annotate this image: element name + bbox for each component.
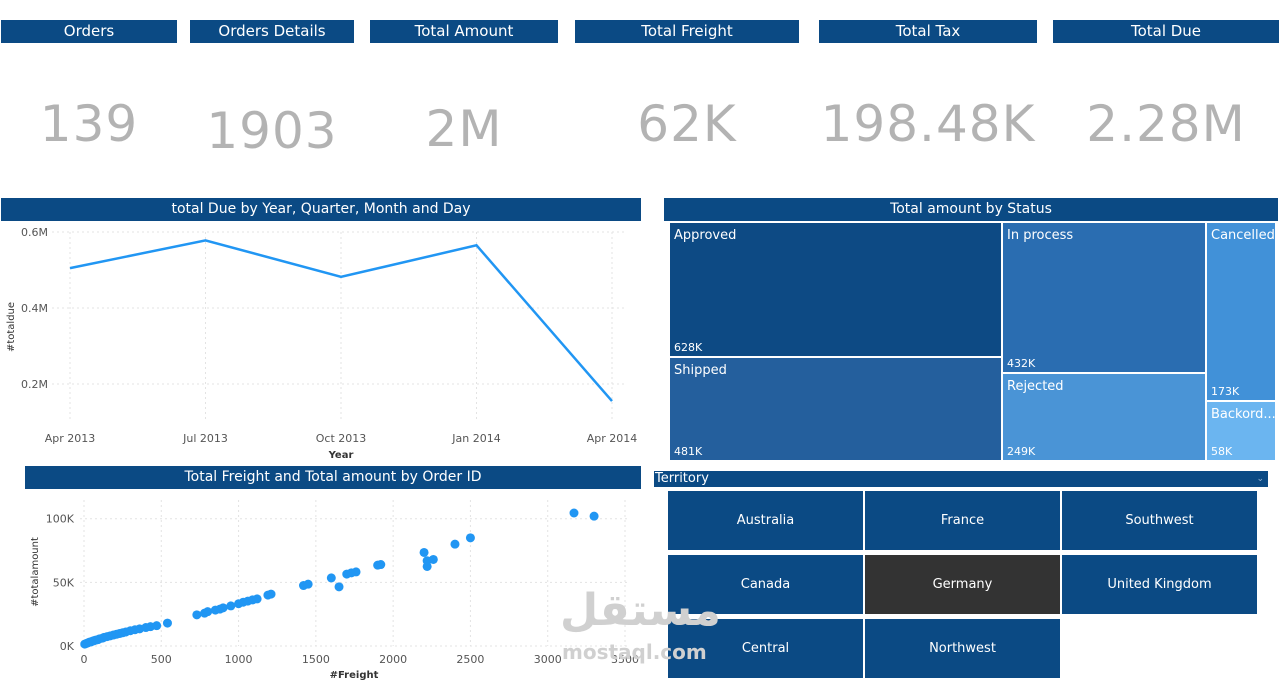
x-tick-label: 1000 [225,653,253,666]
tile-in-process-value: 432K [1007,357,1036,370]
x-tick-label: Jul 2013 [182,432,228,445]
kpi-value-total-due: 2.28M [1086,95,1246,153]
kpi-header-orders: Orders [1,20,177,43]
territory-slicer-header[interactable]: Territory ⌄ [654,471,1268,487]
scatter-point [303,579,313,589]
tile-rejected-value: 249K [1007,445,1036,458]
scatter-point [589,511,599,521]
territory-option-france[interactable]: France [865,491,1060,550]
y-tick-label: 100K [46,513,75,526]
y-tick-label: 0K [60,640,75,653]
scatter-point [192,610,202,620]
scatter-chart: 0K 50K 100K 0 500 1000 1500 2000 2500 3000 3500 #Fr… [30,500,639,680]
line-chart-title: total Due by Year, Quarter, Month and Da… [1,198,641,221]
kpi-header-total-amount: Total Amount [370,20,558,43]
territory-option-central[interactable]: Central [668,619,863,678]
territory-option-southwest[interactable]: Southwest [1062,491,1257,550]
y-axis-title: #totaldue [6,302,17,352]
x-tick-label: Apr 2014 [587,432,638,445]
scatter-point [266,589,276,599]
tile-in-process[interactable]: In process 432K [1003,223,1205,372]
scatter-point [326,573,336,583]
watermark-latin: mostaql.com [562,640,707,664]
kpi-value-total-freight: 62K [637,95,737,153]
tile-approved-label: Approved [674,228,737,243]
x-tick-label: 500 [151,653,172,666]
x-tick-label: 2500 [456,653,484,666]
scatter-point [152,621,162,631]
kpi-value-orders-details: 1903 [206,102,338,160]
x-tick-label: 3000 [534,653,562,666]
scatter-point [226,601,236,611]
tile-approved[interactable]: Approved 628K [670,223,1001,356]
x-tick-label: 2000 [379,653,407,666]
kpi-header-total-freight: Total Freight [575,20,799,43]
tile-rejected[interactable]: Rejected 249K [1003,374,1205,460]
tile-cancelled[interactable]: Cancelled 173K [1207,223,1275,400]
tile-backordered-label: Backord... [1211,407,1276,422]
scatter-point [203,607,213,617]
territory-option-united-kingdom[interactable]: United Kingdom [1062,555,1257,614]
territory-option-northwest[interactable]: Northwest [865,619,1060,678]
y-tick-label: 0.6M [21,226,48,239]
line-chart: 0.2M 0.4M 0.6M Apr 2013 Jul 2013 Oct 2013 Jan … [6,226,638,461]
tile-cancelled-value: 173K [1211,385,1240,398]
scatter-point [376,560,386,570]
tile-in-process-label: In process [1007,228,1074,243]
scatter-point [252,594,262,604]
kpi-header-orders-details: Orders Details [190,20,354,43]
line-series [69,239,613,402]
scatter-chart-title: Total Freight and Total amount by Order … [25,466,641,489]
x-tick-label: 0 [81,653,88,666]
scatter-point [334,582,344,592]
scatter-point [218,603,228,613]
kpi-value-total-tax: 198.48K [820,95,1036,153]
x-tick-label: 1500 [302,653,330,666]
x-tick-label: Apr 2013 [45,432,96,445]
x-axis-title: #Freight [330,670,379,680]
treemap-title: Total amount by Status [664,198,1278,221]
scatter-point [351,567,361,577]
y-tick-label: 0.2M [21,378,48,391]
scatter-point [569,508,579,518]
territory-option-australia[interactable]: Australia [668,491,863,550]
tile-shipped[interactable]: Shipped 481K [670,358,1001,460]
kpi-header-total-due: Total Due [1053,20,1279,43]
x-axis-title: Year [328,450,354,461]
watermark-arabic: مستقل [560,585,721,636]
territory-option-germany[interactable]: Germany [865,555,1060,614]
tile-backordered[interactable]: Backord... 58K [1207,402,1276,460]
scatter-point [419,547,429,557]
y-axis-title: #totalamount [30,537,41,607]
tile-backordered-value: 58K [1211,445,1233,458]
y-tick-label: 50K [53,576,75,589]
x-tick-label: Oct 2013 [316,432,367,445]
tile-cancelled-label: Cancelled [1211,228,1275,243]
kpi-header-total-tax: Total Tax [819,20,1037,43]
scatter-point [428,554,438,564]
tile-approved-value: 628K [674,341,703,354]
y-tick-label: 0.4M [21,302,48,315]
x-tick-label: Jan 2014 [451,432,500,445]
tile-rejected-label: Rejected [1007,379,1064,394]
scatter-point [450,539,460,549]
scatter-point [465,533,475,543]
kpi-value-total-amount: 2M [425,100,503,158]
chevron-down-icon[interactable]: ⌄ [1256,474,1264,484]
kpi-value-orders: 139 [39,95,139,153]
territory-option-canada[interactable]: Canada [668,555,863,614]
territory-label: Territory [655,471,709,486]
x-tick-label: 3500 [611,653,639,666]
scatter-point [162,618,172,628]
tile-shipped-label: Shipped [674,363,727,378]
tile-shipped-value: 481K [674,445,703,458]
